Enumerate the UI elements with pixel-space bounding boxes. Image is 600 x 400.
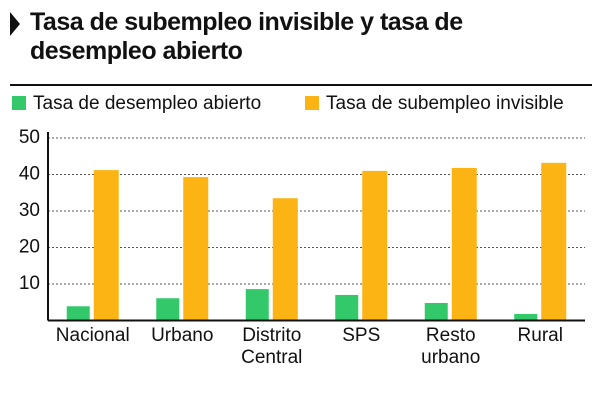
bar (424, 302, 448, 321)
bar (156, 298, 180, 321)
chart-title: Tasa de subempleo invisible y tasa de de… (30, 8, 463, 65)
x-tick-label: Rural (518, 325, 563, 346)
bar (93, 170, 119, 321)
bar (272, 198, 298, 321)
legend-label: Tasa de desempleo abierto (33, 93, 261, 114)
legend-swatch (12, 96, 26, 110)
y-tick-label: 20 (19, 237, 40, 258)
bar (245, 289, 269, 321)
bar (335, 294, 359, 321)
x-tick-label: Nacional (56, 325, 130, 346)
title-marker (10, 12, 20, 36)
y-tick-label: 30 (19, 200, 40, 221)
bar (541, 162, 567, 321)
x-tick-label: SPS (342, 325, 380, 346)
bar (66, 306, 90, 321)
x-tick-label: Resto urbano (421, 325, 480, 368)
bar (362, 170, 388, 321)
bar (514, 313, 538, 321)
legend-swatch (305, 96, 319, 110)
bar (451, 167, 477, 321)
x-tick-label: Distrito Central (241, 325, 302, 368)
y-tick-label: 50 (19, 127, 40, 148)
x-tick-label: Urbano (151, 325, 213, 346)
bar (183, 177, 209, 321)
legend-label: Tasa de subempleo invisible (326, 93, 564, 114)
y-tick-label: 10 (19, 273, 40, 294)
y-tick-label: 40 (19, 164, 40, 185)
